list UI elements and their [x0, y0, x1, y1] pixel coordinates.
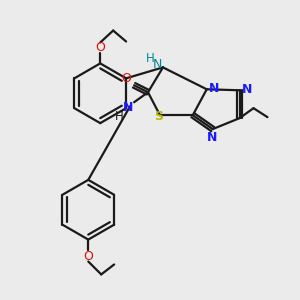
Text: N: N	[208, 82, 219, 95]
Text: N: N	[242, 83, 253, 96]
Text: H: H	[115, 110, 124, 123]
Text: N: N	[123, 101, 133, 114]
Text: N: N	[152, 58, 162, 71]
Text: H: H	[146, 52, 154, 65]
Text: S: S	[154, 110, 164, 123]
Text: N: N	[206, 130, 217, 144]
Text: O: O	[95, 41, 105, 54]
Text: O: O	[83, 250, 93, 263]
Text: O: O	[121, 72, 131, 85]
